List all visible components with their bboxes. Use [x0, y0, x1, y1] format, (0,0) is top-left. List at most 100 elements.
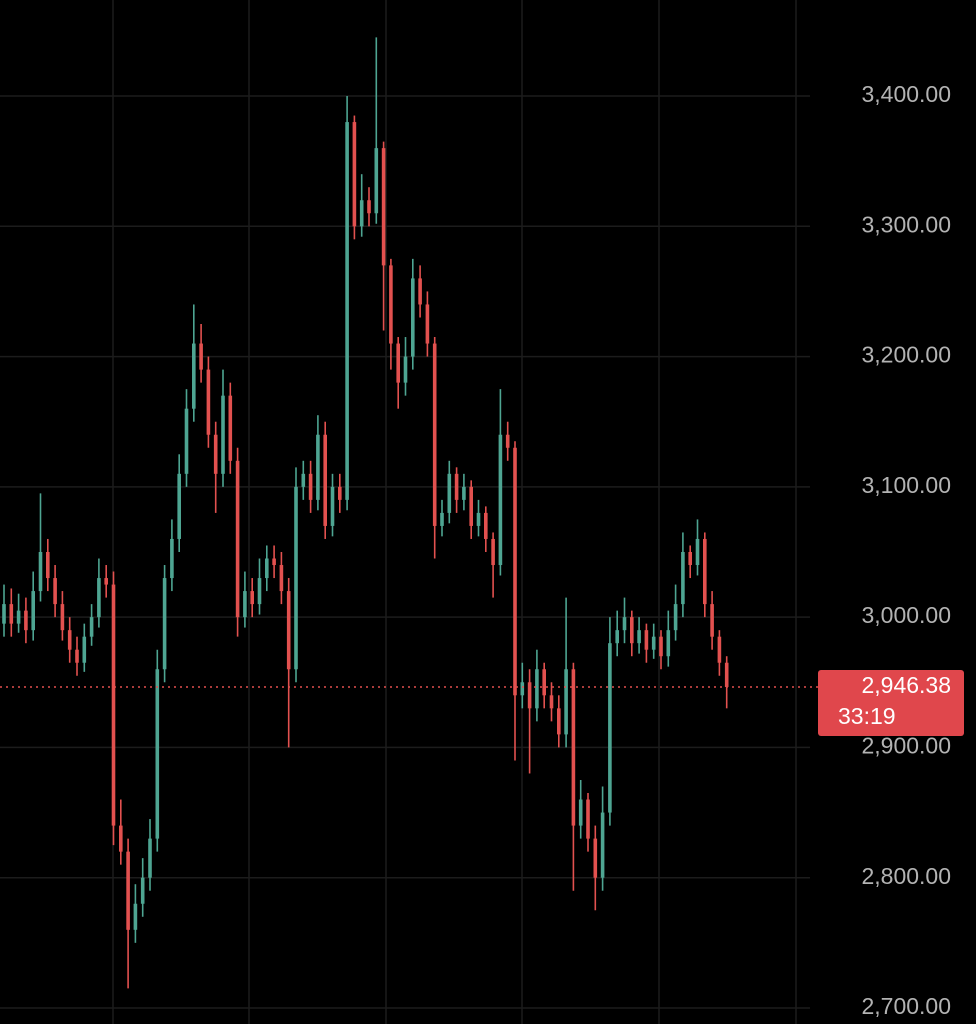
- countdown-label: 33:19: [838, 703, 896, 729]
- candle-body: [615, 630, 619, 644]
- candle-body: [126, 851, 130, 930]
- candle-body: [447, 473, 452, 513]
- candle-body: [316, 434, 320, 500]
- candle-body: [53, 578, 57, 605]
- candle-body: [659, 636, 663, 657]
- candle-body: [184, 408, 189, 474]
- candle-body: [542, 669, 546, 696]
- candle-body: [235, 460, 240, 618]
- candle-body: [608, 643, 612, 813]
- candle-body: [600, 812, 605, 878]
- candle-body: [432, 343, 437, 526]
- y-tick-label: 2,700.00: [861, 993, 951, 1019]
- candle-body: [651, 636, 656, 650]
- candle-body: [16, 610, 21, 624]
- candle-body: [308, 473, 313, 500]
- candle-body: [381, 148, 386, 266]
- candle-body: [578, 799, 583, 826]
- candle-body: [97, 578, 101, 618]
- candle-body: [644, 630, 649, 650]
- last-price-label: 2,946.38: [861, 672, 951, 698]
- candle-body: [593, 838, 598, 878]
- candle-body: [418, 278, 422, 305]
- candle-body: [177, 473, 181, 539]
- candle-body: [82, 636, 87, 663]
- candle-body: [505, 434, 510, 448]
- candle-body: [60, 604, 65, 631]
- candle-body: [162, 578, 167, 670]
- candle-body: [67, 630, 72, 650]
- candle-body: [666, 630, 671, 657]
- time-grid: [112, 0, 797, 1024]
- candle-body: [440, 512, 444, 526]
- candle-body: [367, 200, 371, 214]
- candle-body: [272, 558, 276, 566]
- candle-body: [564, 669, 568, 735]
- candle-body: [338, 486, 342, 500]
- candle-body: [520, 682, 525, 696]
- candle-body: [148, 838, 152, 878]
- candle-body: [389, 265, 393, 344]
- candle-body: [133, 903, 138, 930]
- candle-body: [257, 578, 262, 605]
- candle-body: [140, 877, 145, 904]
- candle-body: [330, 486, 335, 526]
- candle-body: [491, 538, 495, 566]
- candle-body: [359, 200, 364, 227]
- candle-body: [622, 617, 627, 631]
- candle-body: [301, 473, 306, 487]
- candle-body: [250, 591, 254, 605]
- candle-body: [24, 610, 28, 631]
- candle-body: [46, 551, 50, 579]
- y-tick-label: 3,300.00: [861, 211, 951, 237]
- candle-body: [38, 551, 43, 592]
- candle-body: [279, 565, 284, 592]
- candle-body: [403, 356, 408, 383]
- candle-body: [469, 486, 473, 526]
- y-tick-label: 2,900.00: [861, 732, 951, 758]
- candle-body: [374, 148, 379, 214]
- candle-body: [2, 604, 6, 624]
- candle-body: [221, 395, 225, 474]
- candle-body: [673, 604, 678, 631]
- candle-body: [724, 662, 729, 687]
- candle-body: [513, 447, 517, 696]
- candle-body: [476, 512, 481, 526]
- candle-body: [294, 486, 298, 670]
- candle-body: [688, 551, 692, 566]
- candle-body: [323, 434, 327, 526]
- candle-body: [206, 369, 211, 435]
- candle-body: [31, 591, 35, 631]
- y-tick-label: 3,400.00: [861, 81, 951, 107]
- candle-body: [199, 343, 203, 370]
- candle-body: [345, 122, 349, 500]
- y-tick-label: 3,000.00: [861, 602, 951, 628]
- candle-body: [462, 486, 466, 500]
- candle-body: [484, 512, 488, 539]
- y-tick-label: 3,200.00: [861, 342, 951, 368]
- candle-body: [192, 343, 196, 409]
- candle-body: [111, 584, 116, 826]
- candle-body: [454, 473, 459, 500]
- candle-body: [586, 799, 590, 839]
- candle-body: [286, 591, 291, 670]
- candle-body: [104, 578, 108, 585]
- candle-body: [119, 825, 123, 852]
- candle-body: [89, 617, 94, 637]
- candle-body: [637, 630, 641, 644]
- y-tick-label: 3,100.00: [861, 472, 951, 498]
- candle-body: [411, 278, 415, 357]
- candle-body: [396, 343, 400, 383]
- candle-body: [549, 695, 554, 709]
- candle-body: [75, 649, 79, 663]
- candle-body: [155, 669, 160, 839]
- candle-body: [228, 395, 233, 461]
- candle-body: [535, 669, 539, 709]
- candle-body: [425, 304, 430, 344]
- candle-body: [498, 434, 503, 566]
- candle-body: [170, 538, 174, 579]
- candle-body: [557, 708, 561, 735]
- candle-body: [710, 604, 714, 637]
- last-price-box: [818, 669, 964, 736]
